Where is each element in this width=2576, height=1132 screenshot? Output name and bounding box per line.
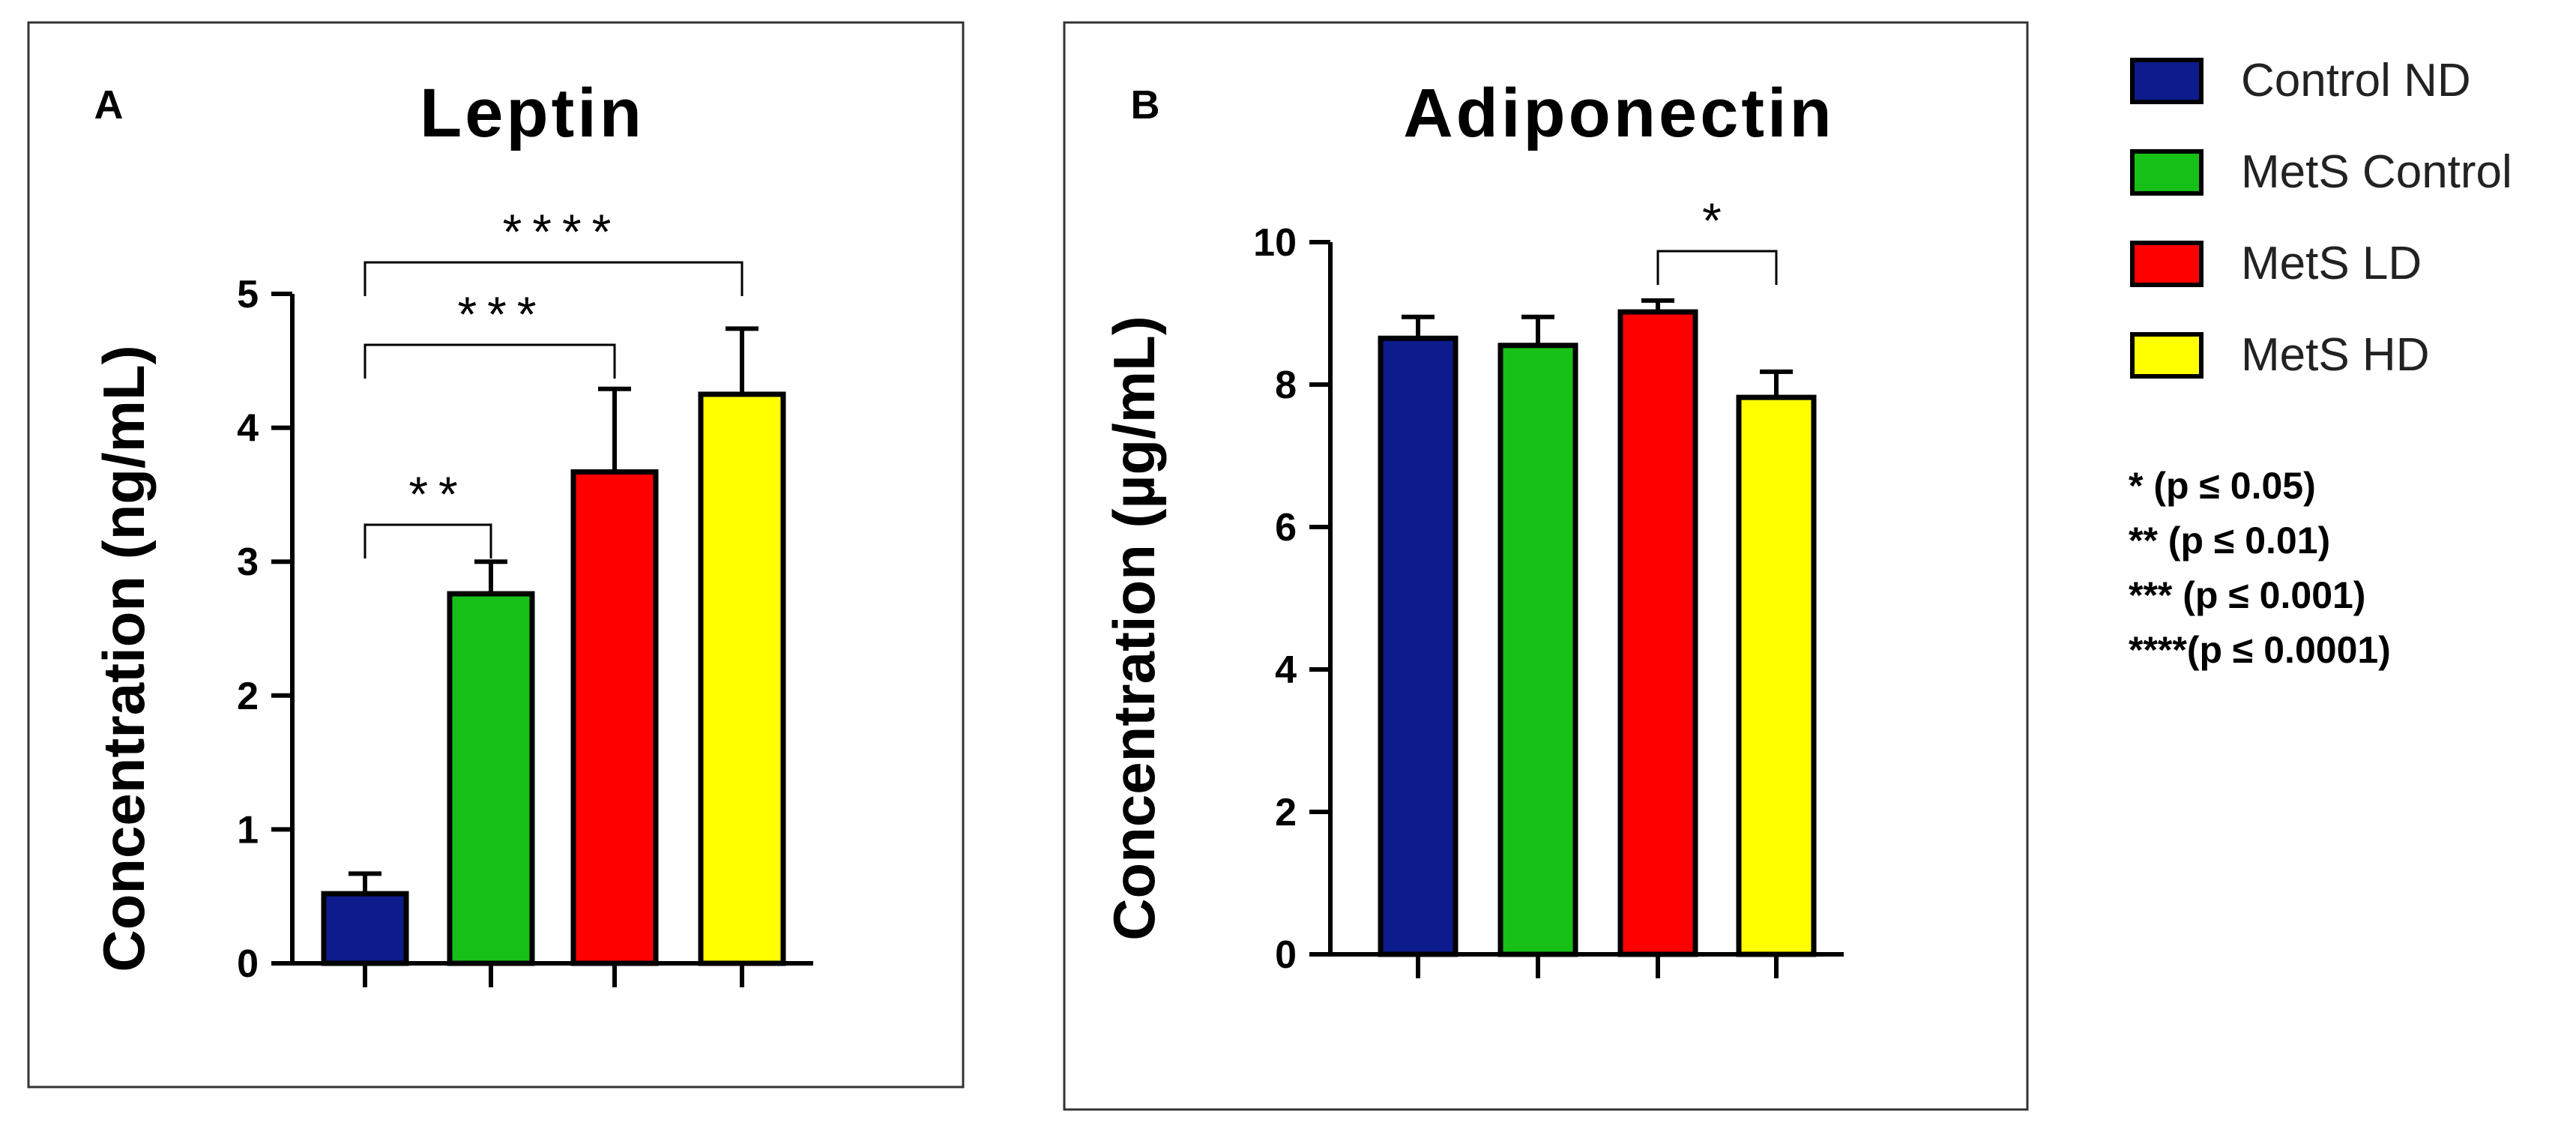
- bar-mets-ld: [570, 469, 659, 966]
- legend-label: MetS HD: [2241, 329, 2429, 381]
- y-tick-label: 4: [1275, 648, 1297, 692]
- bar-mets-hd: [698, 391, 786, 966]
- significance-key: * (p ≤ 0.05) ** (p ≤ 0.01) *** (p ≤ 0.001)…: [2129, 465, 2391, 671]
- panel-letter: A: [94, 82, 124, 127]
- y-tick-label: 3: [237, 541, 259, 584]
- chart-title: Adiponectin: [1403, 75, 1835, 151]
- bar-control-nd: [1378, 335, 1459, 957]
- y-tick-label: 1: [237, 808, 259, 852]
- panel-frame: [27, 21, 965, 1089]
- legend-swatch: [2130, 332, 2204, 379]
- y-tick-label: 8: [1275, 364, 1297, 407]
- panel-frame: [1063, 21, 2029, 1111]
- bar-mets-hd: [1736, 394, 1817, 957]
- legend-label: Control ND: [2241, 55, 2471, 106]
- y-tick-label: 2: [1275, 791, 1297, 834]
- legend-swatch: [2130, 149, 2204, 196]
- y-tick-label: 5: [237, 273, 259, 316]
- legend-swatch: [2130, 241, 2204, 287]
- significance-label: ****: [503, 204, 622, 259]
- y-axis-label: Concentration (µg/mL): [1101, 316, 1167, 941]
- y-tick-label: 2: [237, 675, 259, 718]
- significance-label: ***: [457, 286, 546, 342]
- significance-key-item: ** (p ≤ 0.01): [2129, 520, 2330, 562]
- y-tick-label: 0: [1275, 933, 1297, 977]
- significance-key-item: *** (p ≤ 0.001): [2129, 574, 2365, 616]
- bar-mets-control: [447, 591, 535, 966]
- y-tick-label: 6: [1275, 506, 1297, 550]
- y-tick-label: 4: [237, 407, 259, 451]
- legend-label: MetS Control: [2241, 146, 2512, 198]
- significance-key-item: * (p ≤ 0.05): [2129, 465, 2316, 507]
- legend-label: MetS LD: [2241, 238, 2422, 289]
- significance-key-item: ****(p ≤ 0.0001): [2129, 629, 2391, 671]
- y-tick-label: 10: [1253, 221, 1297, 265]
- panel-b: B Adiponectin 0 2 4 6 8 10 Concentration (µg/mL)…: [1063, 21, 2029, 1111]
- significance-bracket: [364, 261, 743, 296]
- chart-title: Leptin: [420, 75, 645, 151]
- panel-letter: B: [1131, 82, 1160, 127]
- significance-bracket: [1656, 250, 1778, 285]
- y-axis-label: Concentration (ng/mL): [91, 345, 157, 972]
- significance-label: *: [1702, 193, 1732, 248]
- bar-mets-ld: [1617, 309, 1698, 957]
- bar-mets-control: [1497, 343, 1578, 957]
- y-tick-label: 0: [237, 942, 259, 986]
- legend-swatch: [2130, 58, 2204, 104]
- significance-bracket: [364, 343, 616, 379]
- legend: Control ND MetS Control MetS LD MetS HD: [2130, 55, 2512, 381]
- significance-label: **: [408, 466, 468, 522]
- significance-bracket: [364, 523, 492, 559]
- bar-control-nd: [321, 891, 409, 966]
